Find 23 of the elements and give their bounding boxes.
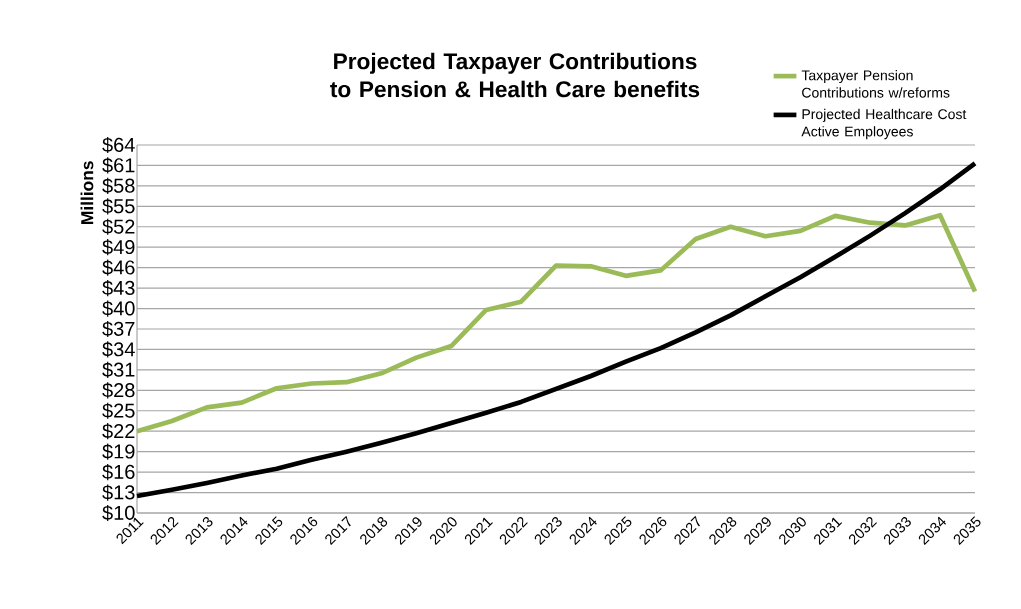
y-tick-label: $31 [102,361,135,378]
y-tick-label: $61 [102,157,135,174]
y-tick-label: $55 [102,198,135,215]
y-tick-label: $28 [102,382,135,399]
line-series [134,212,978,434]
y-tick-label: $40 [102,300,135,317]
chart-title: Projected Taxpayer Contributions to Pension & Health Care benefits [330,52,700,98]
y-axis-title: Millions [80,161,94,224]
y-tick-label: $16 [102,464,135,481]
y-tick-label: $52 [102,218,135,235]
y-tick-label: $49 [102,239,135,256]
y-tick-label: $22 [102,423,135,440]
y-tick-label: $43 [102,280,135,297]
y-tick-label: $34 [102,341,135,358]
y-tick-label: $46 [102,259,135,276]
y-tick-label: $25 [102,402,135,419]
y-tick-label: $13 [102,484,135,501]
y-tick-label: $37 [102,320,135,338]
y-tick-label: $19 [102,443,135,460]
legend-label: Projected Healthcare Cost Active Employees [801,108,967,140]
y-tick-label: $64 [102,136,135,154]
y-tick-label: $58 [102,177,135,194]
legend-label: Taxpayer Pension Contributions w/reforms [801,70,950,98]
